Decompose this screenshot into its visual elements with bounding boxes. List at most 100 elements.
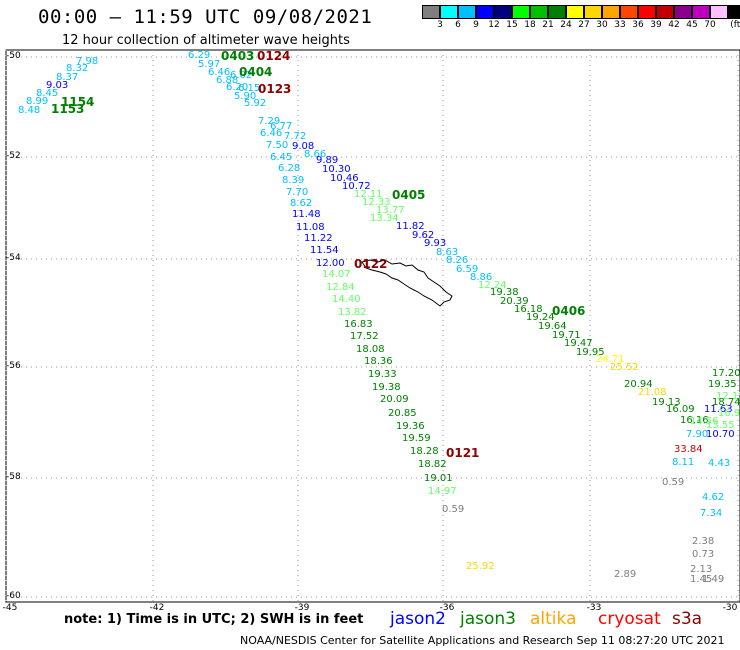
pass-time-label: 0406 (552, 304, 585, 318)
credit-line: NOAA/NESDIS Center for Satellite Applica… (240, 634, 725, 647)
longitude-label: -36 (439, 603, 455, 613)
pass-time-label: 1153 (51, 102, 84, 116)
wave-height-value: 14.97 (428, 486, 457, 497)
wave-height-value: 9.93 (424, 238, 446, 249)
legend-label: 3 (437, 20, 443, 30)
satellite-legend-item: jason2 (390, 609, 446, 629)
legend-label: 45 (686, 20, 698, 30)
wave-height-value: 6.59 (456, 264, 478, 275)
wave-height-value: 7.50 (266, 140, 288, 151)
wave-height-value: 5.97 (198, 59, 220, 70)
map-title: 00:00 — 11:59 UTC 09/08/2021 (38, 6, 373, 28)
wave-height-value: 14.40 (332, 294, 361, 305)
wave-height-value: 19.01 (424, 473, 453, 484)
legend-swatch (710, 5, 728, 19)
wave-height-value: 17.52 (350, 331, 379, 342)
satellite-legend-item: cryosat (598, 609, 661, 629)
longitude-label: -42 (149, 603, 165, 613)
legend-swatch (512, 5, 530, 19)
wave-height-value: 19.24 (526, 312, 555, 323)
satellite-legend-item: s3a (672, 609, 703, 629)
wave-height-value: 0.59 (662, 477, 684, 488)
wave-height-value: 9.89 (316, 155, 338, 166)
wave-height-value: 6.46 (260, 128, 282, 139)
wave-height-value: 19.38 (490, 287, 519, 298)
wave-height-value: 4.43 (708, 458, 730, 469)
wave-height-value: 19.33 (368, 369, 397, 380)
pass-time-label: 0122 (354, 257, 387, 271)
wave-height-value: 6.28 (278, 163, 300, 174)
wave-height-value: 17.20 (712, 368, 740, 379)
latitude-label: -54 (6, 253, 21, 263)
wave-height-value: 10.46 (330, 173, 359, 184)
wave-height-value: 7.72 (284, 131, 306, 142)
south-georgia-island (361, 259, 453, 307)
map-frame (5, 49, 740, 603)
wave-height-value: 1.45 (690, 574, 712, 585)
longitude-label: -30 (722, 603, 738, 613)
legend-swatch (530, 5, 548, 19)
legend-label: 30 (596, 20, 608, 30)
wave-height-value: 6.77 (270, 121, 292, 132)
legend-swatch (458, 5, 476, 19)
wave-height-value: 11.22 (304, 233, 333, 244)
wave-height-value: 25.52 (610, 362, 639, 373)
wave-height-value: 20.09 (380, 394, 409, 405)
wave-height-value: 11.63 (704, 404, 733, 415)
legend-swatch (656, 5, 674, 19)
wave-height-value: 14.07 (322, 269, 351, 280)
pass-time-label: 0124 (257, 49, 290, 63)
wave-height-value: 18.36 (364, 356, 393, 367)
legend-label: 42 (668, 20, 680, 30)
legend-label: 6 (455, 20, 461, 30)
legend-swatch (584, 5, 602, 19)
wave-height-value: 0.59 (442, 504, 464, 515)
latitude-label: -58 (6, 472, 21, 482)
wave-height-value: 12.33 (362, 197, 391, 208)
wave-height-value: 19.71 (552, 330, 581, 341)
wave-height-value: 8.37 (56, 72, 78, 83)
wave-height-value: 11.48 (292, 209, 321, 220)
wave-height-value: 19.47 (564, 338, 593, 349)
wave-height-value: 19.95 (576, 347, 605, 358)
wave-height-value: 12.15 (716, 391, 740, 402)
wave-height-value: 6.15 (238, 83, 260, 94)
wave-height-value: 8.48 (18, 105, 40, 116)
wave-height-value: 18.82 (418, 459, 447, 470)
wave-height-value: 16.09 (666, 404, 695, 415)
wave-height-value: 11.82 (396, 221, 425, 232)
wave-height-value: 21.08 (638, 387, 667, 398)
wave-height-value: 8.62 (290, 198, 312, 209)
pass-time-label: 0404 (239, 65, 272, 79)
wave-height-value: 6.88 (216, 75, 238, 86)
legend-label: 12 (488, 20, 500, 30)
footnote: note: 1) Time is in UTC; 2) SWH is in fe… (64, 612, 364, 627)
wave-height-value: 11.08 (296, 222, 325, 233)
wave-height-value: 16.16 (680, 415, 709, 426)
wave-height-value: 10.72 (342, 181, 371, 192)
wave-height-value: 11.54 (310, 245, 339, 256)
legend-label: 33 (614, 20, 626, 30)
legend-swatch (638, 5, 656, 19)
wave-height-value: 2.13 (690, 564, 712, 575)
legend-swatch (620, 5, 638, 19)
pass-time-label: 0405 (392, 188, 425, 202)
wave-height-value: 16.94 (718, 408, 740, 419)
map-gridlines (5, 50, 740, 602)
wave-height-value: 20.85 (388, 408, 417, 419)
wave-height-value: 2.38 (692, 536, 714, 547)
wave-height-value: 19.13 (652, 397, 681, 408)
wave-height-value: 19.64 (538, 321, 567, 332)
latitude-label: -50 (6, 51, 21, 61)
wave-height-value: 9.08 (292, 141, 314, 152)
wave-height-value: 2.89 (614, 569, 636, 580)
latitude-label: -60 (6, 591, 21, 601)
satellite-legend-item: altika (530, 609, 577, 629)
wave-height-value: 19.59 (402, 433, 431, 444)
legend-swatch (476, 5, 494, 19)
wave-height-value: 7.90 (686, 429, 708, 440)
legend-swatch (602, 5, 620, 19)
wave-height-value: 14.56 (690, 416, 719, 427)
wave-height-value: 20.94 (624, 379, 653, 390)
